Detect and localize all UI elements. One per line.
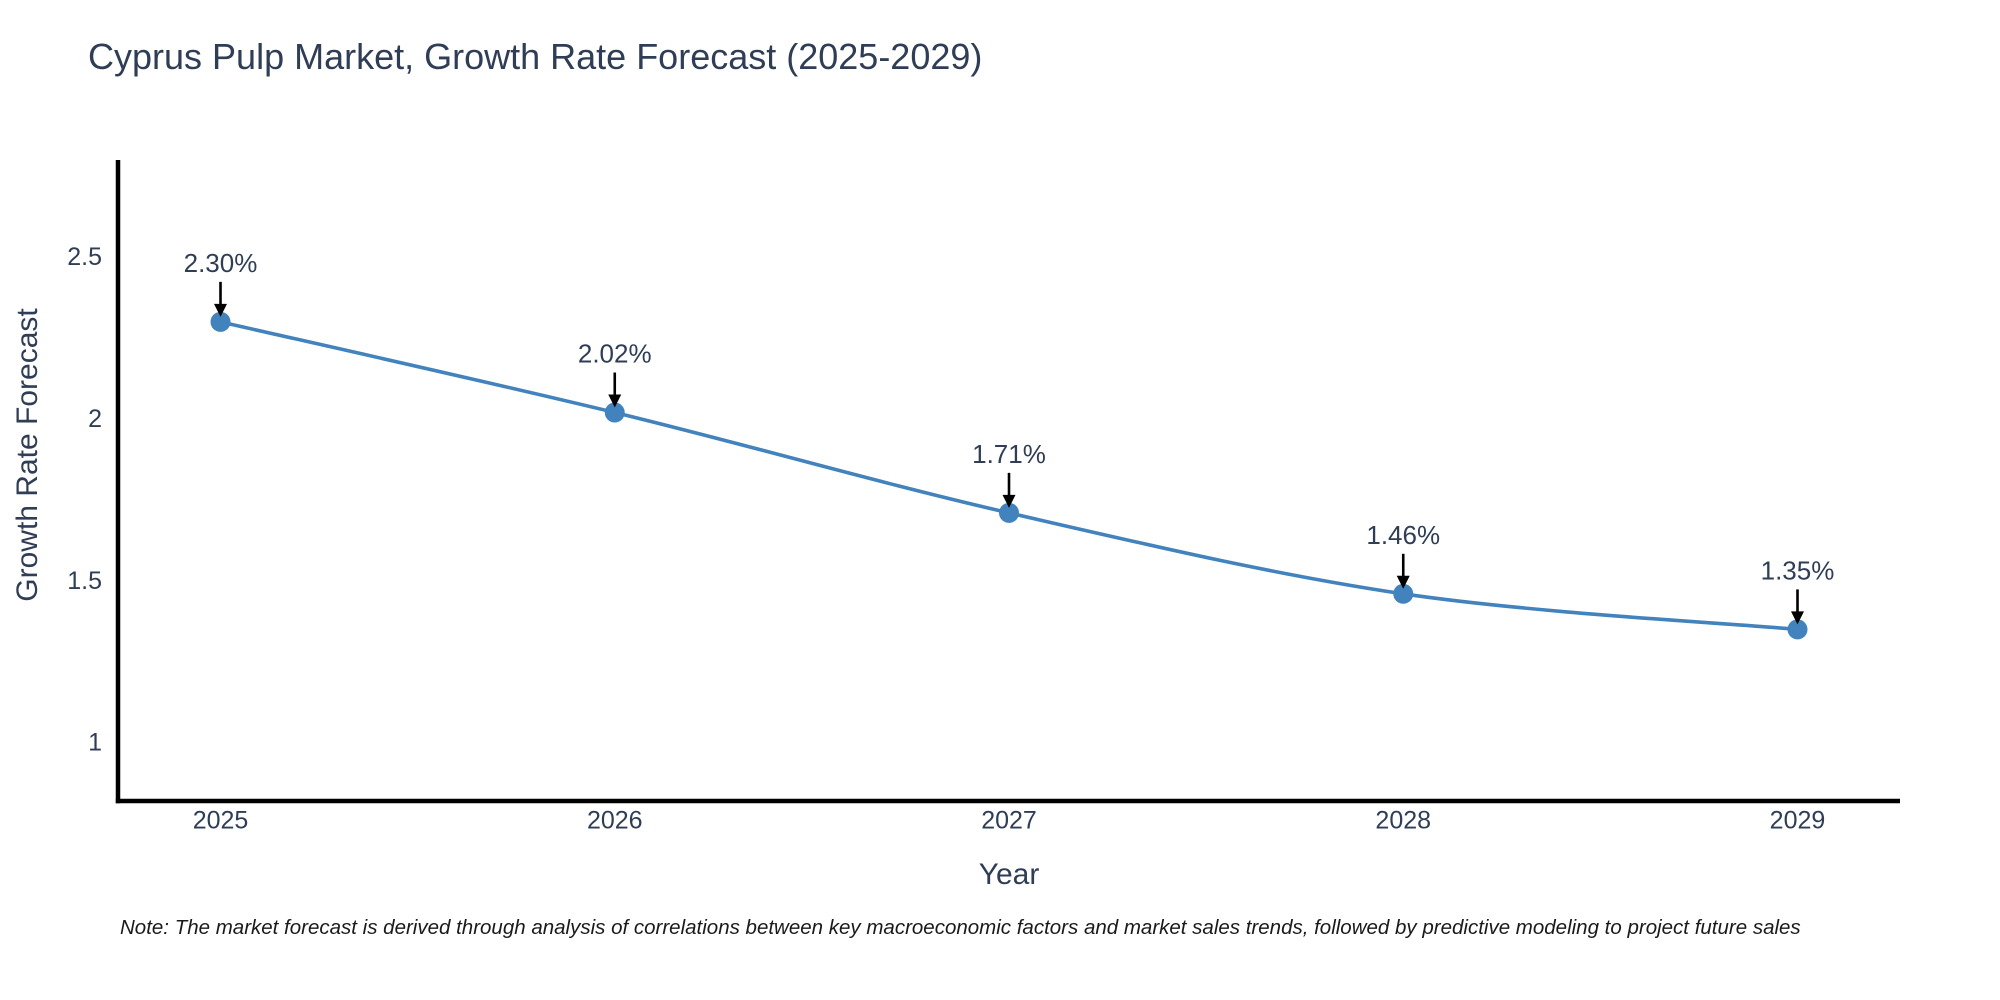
x-tick-label: 2026 (587, 807, 643, 835)
x-tick-label: 2027 (981, 807, 1037, 835)
data-point-marker (1393, 583, 1414, 604)
data-point-label: 1.35% (1761, 555, 1835, 585)
data-point-label: 1.46% (1366, 520, 1440, 550)
annotation-arrowhead (1002, 494, 1016, 508)
footnote: Note: The market forecast is derived thr… (120, 916, 1801, 939)
chart-title: Cyprus Pulp Market, Growth Rate Forecast… (88, 36, 983, 77)
data-point-label: 2.30% (184, 248, 258, 278)
annotation-arrowhead (1790, 611, 1804, 625)
data-point-marker (1787, 619, 1808, 640)
x-tick-label: 2028 (1375, 807, 1431, 835)
annotation-arrowhead (1396, 575, 1410, 589)
annotation-arrowhead (214, 303, 228, 317)
data-point-label: 1.71% (972, 439, 1046, 469)
annotation-arrowhead (608, 394, 622, 408)
y-tick-label: 2 (88, 405, 102, 433)
data-point-marker (999, 502, 1019, 523)
data-point-label: 2.02% (578, 339, 652, 369)
data-point-marker (604, 402, 625, 423)
x-axis-title: Year (978, 858, 1040, 891)
data-point-marker (210, 311, 231, 332)
y-axis-title: Growth Rate Forecast (11, 308, 44, 602)
y-tick-label: 2.5 (67, 243, 102, 271)
y-tick-label: 1.5 (67, 567, 102, 595)
x-tick-label: 2025 (193, 807, 249, 835)
x-tick-label: 2029 (1770, 807, 1826, 835)
y-tick-label: 1 (88, 729, 102, 757)
